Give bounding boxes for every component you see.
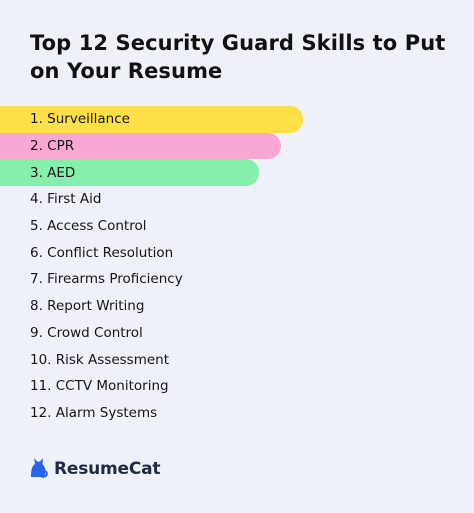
skill-label: 7. Firearms Proficiency xyxy=(30,271,183,288)
skill-label: 1. Surveillance xyxy=(30,111,130,128)
skill-label: 3. AED xyxy=(30,164,76,181)
skill-label: 10. Risk Assessment xyxy=(30,351,170,368)
skill-label: 2. CPR xyxy=(30,138,75,155)
skill-label: 12. Alarm Systems xyxy=(30,404,158,421)
skill-item-report-writing: 8. Report Writing xyxy=(0,293,303,320)
skill-item-aed: 3. AED xyxy=(0,159,259,187)
skill-item-cpr: 2. CPR xyxy=(0,132,281,160)
skill-label: 4. First Aid xyxy=(30,191,102,208)
skill-label: 9. Crowd Control xyxy=(30,324,143,341)
brand-logo: ResumeCat xyxy=(28,455,161,483)
skill-label: 11. CCTV Monitoring xyxy=(30,378,169,395)
skill-item-first-aid: 4. First Aid xyxy=(0,186,303,213)
skill-label: 6. Conflict Resolution xyxy=(30,244,174,261)
skill-item-conflict-resolution: 6. Conflict Resolution xyxy=(0,239,303,266)
skills-list: 1. Surveillance 2. CPR 3. AED 4. First A… xyxy=(0,106,303,426)
page-title: Top 12 Security Guard Skills to Put on Y… xyxy=(30,31,446,83)
skill-item-firearms-proficiency: 7. Firearms Proficiency xyxy=(0,266,303,293)
skill-label: 8. Report Writing xyxy=(30,298,145,315)
skill-item-alarm-systems: 12. Alarm Systems xyxy=(0,400,303,427)
skill-item-access-control: 5. Access Control xyxy=(0,213,303,240)
brand-name: ResumeCat xyxy=(54,459,161,479)
skill-item-cctv-monitoring: 11. CCTV Monitoring xyxy=(0,373,303,400)
cat-icon xyxy=(28,455,48,483)
skill-label: 5. Access Control xyxy=(30,218,147,235)
skill-item-risk-assessment: 10. Risk Assessment xyxy=(0,346,303,373)
skill-item-crowd-control: 9. Crowd Control xyxy=(0,320,303,347)
skill-item-surveillance: 1. Surveillance xyxy=(0,106,303,133)
